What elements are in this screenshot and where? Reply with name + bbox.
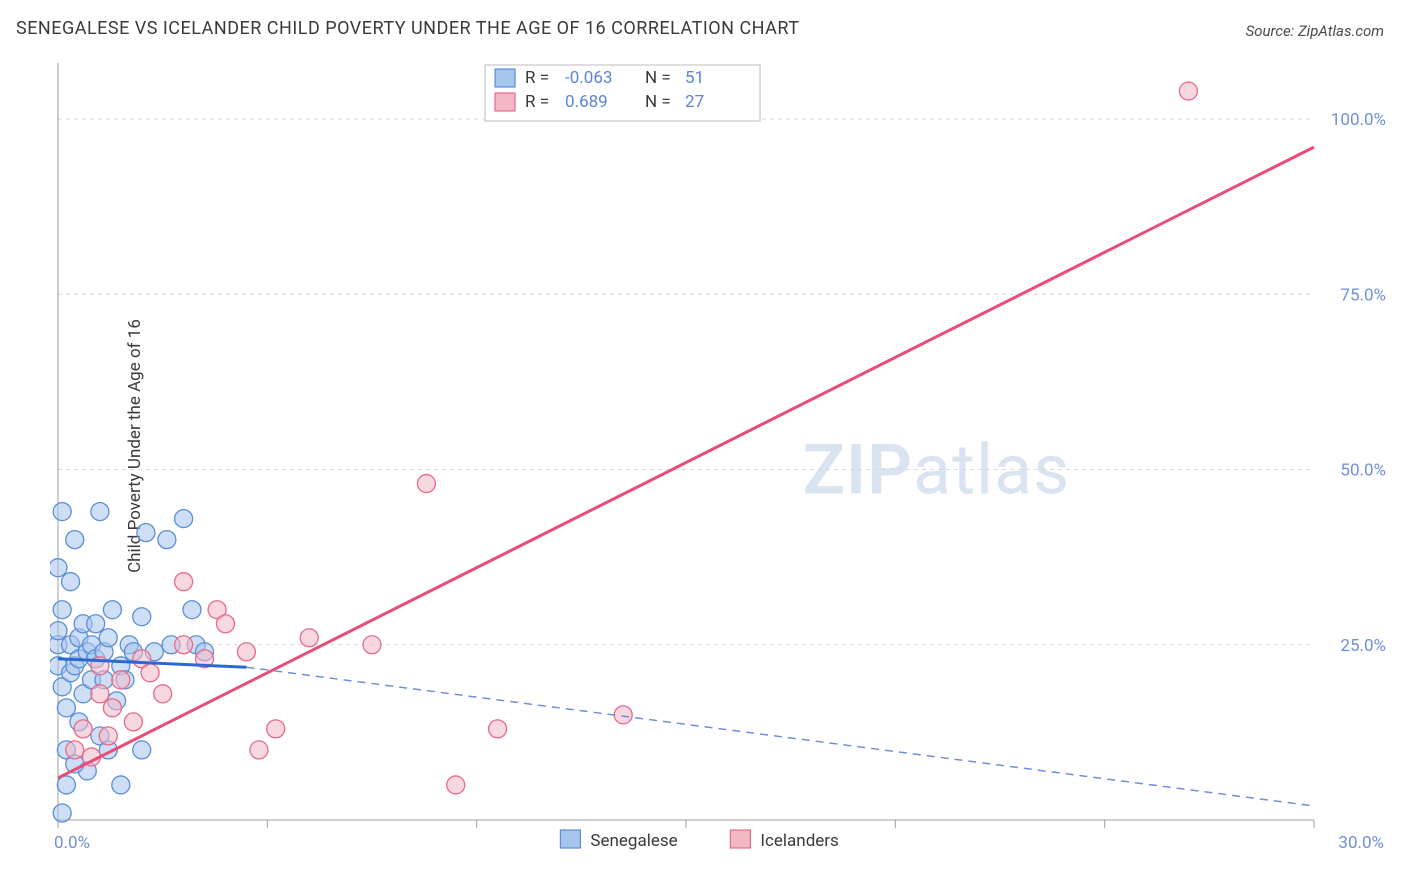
plot-area: ZIPatlas 0.0% 30.0% 25.0% 50.0% 75.0% 100.0% R … xyxy=(50,55,1394,860)
data-point xyxy=(137,524,155,542)
data-point xyxy=(57,776,75,794)
bottom-legend-label: Senegalese xyxy=(590,831,677,851)
bottom-legend-swatch xyxy=(730,830,750,848)
source-name: ZipAtlas.com xyxy=(1298,22,1384,40)
data-point xyxy=(175,573,193,591)
correlation-chart-svg: ZIPatlas 0.0% 30.0% 25.0% 50.0% 75.0% 100.0% R … xyxy=(50,55,1394,860)
data-point xyxy=(267,720,285,738)
data-point xyxy=(53,804,71,822)
data-point xyxy=(74,720,92,738)
data-point xyxy=(489,720,507,738)
data-point xyxy=(154,685,172,703)
data-point xyxy=(614,706,632,724)
data-point xyxy=(250,741,268,759)
data-point xyxy=(175,636,193,654)
x-tick-label: 0.0% xyxy=(54,833,90,853)
data-point xyxy=(50,622,67,640)
data-point xyxy=(133,741,151,759)
data-point xyxy=(62,573,80,591)
data-point xyxy=(103,699,121,717)
data-point xyxy=(237,643,255,661)
chart-title: SENEGALESE VS ICELANDER CHILD POVERTY UN… xyxy=(16,18,800,39)
data-point xyxy=(447,776,465,794)
legend-r-label: R = xyxy=(525,68,549,88)
source-prefix: Source: xyxy=(1246,22,1298,40)
watermark: ZIPatlas xyxy=(803,430,1071,512)
data-point xyxy=(183,601,201,619)
data-point xyxy=(133,608,151,626)
data-point xyxy=(87,615,105,633)
chart-page: SENEGALESE VS ICELANDER CHILD POVERTY UN… xyxy=(0,0,1406,892)
data-point xyxy=(216,615,234,633)
data-point xyxy=(66,531,84,549)
data-point xyxy=(112,776,130,794)
legend-n-value: 27 xyxy=(685,92,704,112)
data-point xyxy=(91,685,109,703)
y-tick-label: 75.0% xyxy=(1340,285,1386,305)
legend-swatch xyxy=(495,93,515,111)
bottom-legend-label: Icelanders xyxy=(760,831,838,851)
data-point xyxy=(50,559,67,577)
data-point xyxy=(53,503,71,521)
legend-n-label: N = xyxy=(645,92,671,112)
data-point xyxy=(1179,82,1197,100)
trend-line-senegalese-ext xyxy=(246,667,1314,806)
data-point xyxy=(57,699,75,717)
data-point xyxy=(300,629,318,647)
legend-r-label: R = xyxy=(525,92,549,112)
source-attribution: Source: ZipAtlas.com xyxy=(1246,22,1384,40)
legend-swatch xyxy=(495,69,515,87)
legend-r-value: -0.063 xyxy=(565,68,612,88)
bottom-legend-swatch xyxy=(560,830,580,848)
legend-r-value: 0.689 xyxy=(565,92,608,112)
data-point xyxy=(363,636,381,654)
data-point xyxy=(91,503,109,521)
data-point xyxy=(158,531,176,549)
data-point xyxy=(417,475,435,493)
data-point xyxy=(66,741,84,759)
data-point xyxy=(99,629,117,647)
data-point xyxy=(53,601,71,619)
data-point xyxy=(141,664,159,682)
data-point xyxy=(99,727,117,745)
legend-n-value: 51 xyxy=(685,68,704,88)
data-point xyxy=(175,510,193,528)
legend-n-label: N = xyxy=(645,68,671,88)
data-point xyxy=(103,601,121,619)
y-tick-label: 50.0% xyxy=(1340,461,1386,481)
x-tick-label: 30.0% xyxy=(1338,833,1384,853)
y-tick-label: 25.0% xyxy=(1340,636,1386,656)
trend-line-icelanders xyxy=(58,147,1314,778)
data-point xyxy=(112,671,130,689)
data-point xyxy=(124,713,142,731)
y-tick-label: 100.0% xyxy=(1331,110,1386,130)
